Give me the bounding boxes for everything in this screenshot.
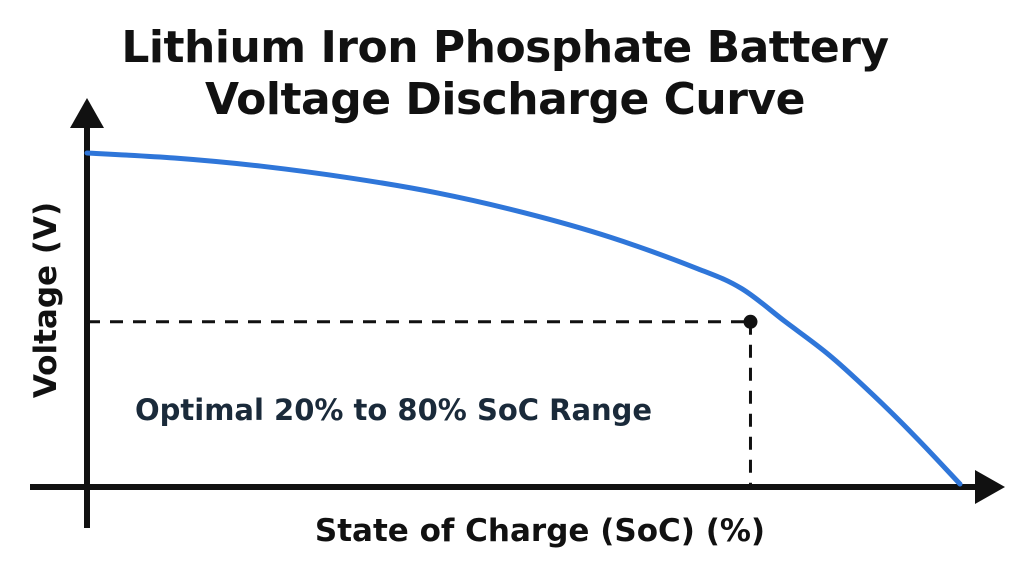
discharge-curve xyxy=(84,150,963,487)
chart-title: Lithium Iron Phosphate Battery Voltage D… xyxy=(0,22,1010,126)
y-axis-arrow-icon xyxy=(70,98,104,128)
x-axis-arrow-icon xyxy=(975,470,1005,504)
annotation-label: Optimal 20% to 80% SoC Range xyxy=(135,393,652,427)
title-line-1: Lithium Iron Phosphate Battery xyxy=(121,22,889,73)
title-line-2: Voltage Discharge Curve xyxy=(205,74,805,125)
x-axis-label: State of Charge (SoC) (%) xyxy=(315,513,765,549)
y-axis-label: Voltage (V) xyxy=(28,202,64,398)
marker-point xyxy=(743,314,758,329)
